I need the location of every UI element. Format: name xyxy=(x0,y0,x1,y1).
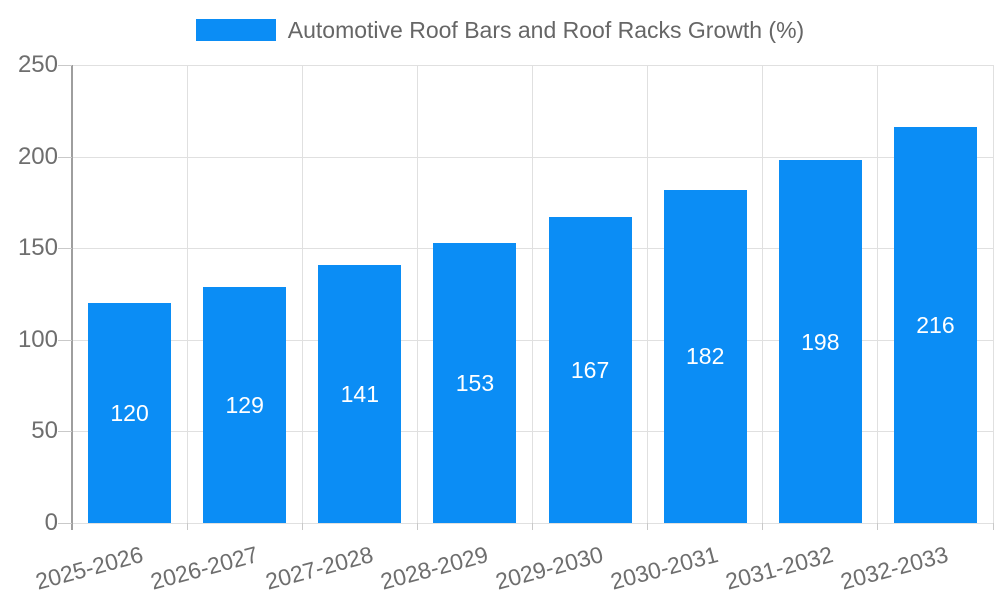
y-axis-tick xyxy=(58,65,72,66)
bar xyxy=(548,217,632,523)
plot-area: 120 129 141 153 167 182 198 216 xyxy=(71,65,994,530)
y-tick-label: 0 xyxy=(44,509,58,536)
bar xyxy=(433,242,517,523)
gridline-vertical xyxy=(186,65,188,523)
y-tick-label: 100 xyxy=(17,325,58,353)
gridline-vertical xyxy=(877,65,879,523)
x-tick-label: 2028-2029 xyxy=(377,541,491,595)
bar-value-label: 120 xyxy=(110,400,149,427)
bar-value-label: 153 xyxy=(455,369,495,396)
x-tick-label: 2032-2033 xyxy=(838,541,952,595)
gridline-vertical xyxy=(762,65,764,523)
y-axis-tick xyxy=(58,156,72,158)
bar-value-label: 141 xyxy=(340,380,379,407)
x-axis-tick xyxy=(186,523,188,530)
gridline-vertical xyxy=(301,65,303,523)
y-axis-tick xyxy=(58,523,72,524)
bar-value-label: 198 xyxy=(801,328,840,355)
bar-value-label: 216 xyxy=(916,312,955,339)
x-axis-tick xyxy=(877,523,879,530)
y-tick-label: 250 xyxy=(17,51,58,78)
gridline-vertical xyxy=(992,65,994,523)
gridline-vertical xyxy=(532,65,533,523)
bar xyxy=(88,303,172,523)
y-axis-line xyxy=(71,65,73,530)
gridline-vertical xyxy=(416,65,418,523)
x-axis-tick xyxy=(992,523,994,530)
legend-title: Automotive Roof Bars and Roof Racks Grow… xyxy=(287,17,805,43)
bar xyxy=(778,160,862,523)
x-axis-tick xyxy=(301,523,303,530)
legend: Automotive Roof Bars and Roof Racks Grow… xyxy=(0,17,1000,43)
y-axis-tick xyxy=(58,339,72,341)
bar xyxy=(893,127,977,523)
x-tick-label: 2026-2027 xyxy=(147,541,261,595)
x-axis-tick xyxy=(416,523,418,530)
y-tick-label: 200 xyxy=(17,142,58,170)
bar xyxy=(318,264,402,523)
y-tick-label: 150 xyxy=(17,234,58,262)
bar-value-label: 129 xyxy=(225,391,264,418)
x-tick-label: 2025-2026 xyxy=(32,541,146,595)
x-tick-label: 2029-2030 xyxy=(492,541,606,595)
x-axis-tick xyxy=(647,523,649,530)
y-axis-tick xyxy=(58,431,72,433)
gridline-vertical xyxy=(647,65,649,523)
y-tick-label: 50 xyxy=(31,417,58,445)
x-tick-label: 2027-2028 xyxy=(262,541,376,595)
x-axis-tick xyxy=(762,523,764,530)
x-tick-label: 2030-2031 xyxy=(607,541,721,595)
y-axis-tick xyxy=(58,248,72,250)
bar xyxy=(663,189,747,523)
bar xyxy=(203,286,287,523)
bar-value-label: 182 xyxy=(686,343,725,370)
legend-swatch xyxy=(195,19,276,41)
bar-value-label: 167 xyxy=(570,357,610,384)
x-axis-tick xyxy=(532,523,533,530)
x-tick-label: 2031-2032 xyxy=(723,541,837,595)
